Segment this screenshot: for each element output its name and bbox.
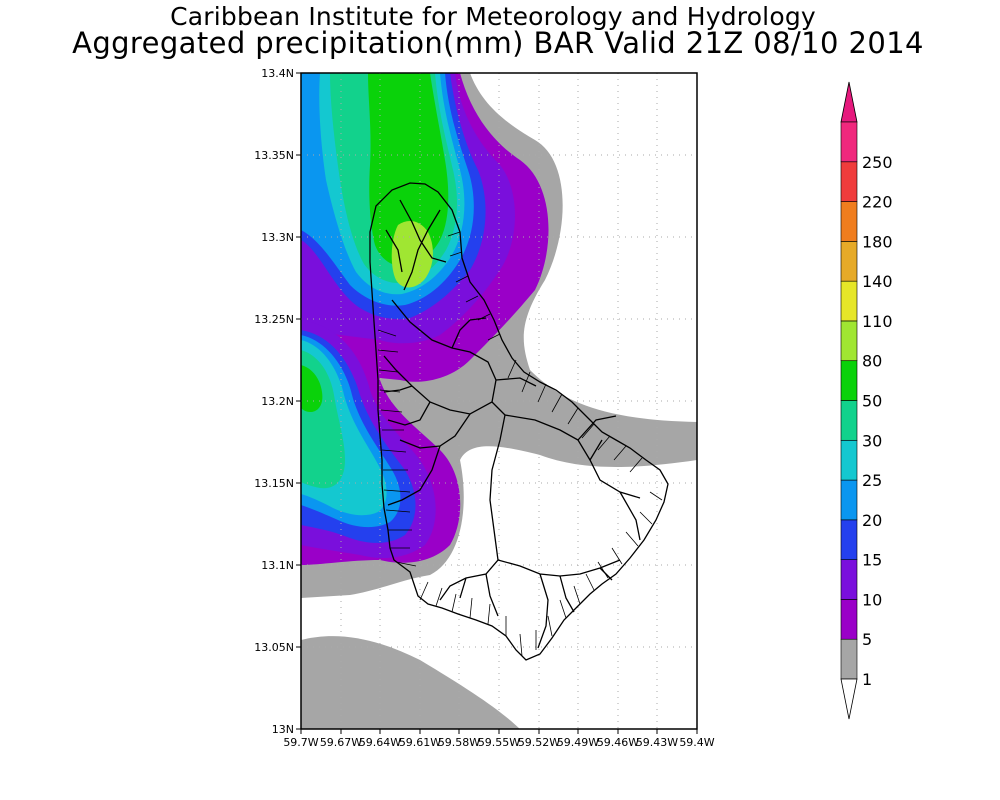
colorbar-segment bbox=[840, 121, 858, 163]
lat-labels: 13.4N 13.35N 13.3N 13.25N 13.2N 13.15N 1… bbox=[254, 67, 294, 736]
grid bbox=[301, 73, 697, 729]
lat-label: 13.35N bbox=[254, 149, 294, 162]
colorbar-segment bbox=[840, 201, 858, 242]
colorbar-segment bbox=[840, 599, 858, 640]
colorbar-label: 140 bbox=[862, 272, 893, 291]
precip-band-50 bbox=[301, 73, 449, 412]
colorbar-bottom-arrow bbox=[840, 678, 858, 720]
title-line-2: Aggregated precipitation(mm) BAR Valid 2… bbox=[72, 26, 924, 60]
lon-label: 59.67W bbox=[320, 736, 362, 749]
colorbar-label: 50 bbox=[862, 392, 882, 411]
lon-label: 59.43W bbox=[636, 736, 678, 749]
colorbar-label: 20 bbox=[862, 511, 882, 530]
lat-label: 13.15N bbox=[254, 477, 294, 490]
title-line-1: Caribbean Institute for Meteorology and … bbox=[170, 2, 816, 31]
lon-label: 59.58W bbox=[438, 736, 480, 749]
lon-label: 59.61W bbox=[399, 736, 441, 749]
lat-label: 13.25N bbox=[254, 313, 294, 326]
colorbar-label: 110 bbox=[862, 312, 893, 331]
colorbar-label: 180 bbox=[862, 232, 893, 251]
lon-label: 59.52W bbox=[518, 736, 560, 749]
coastal-drainage bbox=[377, 231, 663, 657]
colorbar-top-arrow bbox=[840, 81, 858, 123]
lon-label: 59.7W bbox=[283, 736, 318, 749]
colorbar-segment bbox=[840, 400, 858, 441]
lat-label: 13.1N bbox=[261, 559, 294, 572]
lon-label: 59.49W bbox=[557, 736, 599, 749]
colorbar-segment bbox=[840, 519, 858, 560]
colorbar-label: 15 bbox=[862, 551, 882, 570]
colorbar-label: 1 bbox=[862, 670, 872, 689]
lat-label: 13.4N bbox=[261, 67, 294, 80]
colorbar-label: 250 bbox=[862, 153, 893, 172]
lon-label: 59.64W bbox=[359, 736, 401, 749]
colorbar-segment bbox=[840, 241, 858, 282]
colorbar-segment bbox=[840, 320, 858, 362]
colorbar-segment bbox=[840, 479, 858, 521]
lat-label: 13.3N bbox=[261, 231, 294, 244]
colorbar-label: 25 bbox=[862, 471, 882, 490]
colorbar-segment bbox=[840, 638, 858, 680]
colorbar-label: 80 bbox=[862, 352, 882, 371]
lat-label: 13.2N bbox=[261, 395, 294, 408]
lon-label: 59.4W bbox=[679, 736, 714, 749]
colorbar-label: 30 bbox=[862, 431, 882, 450]
colorbar-label: 220 bbox=[862, 193, 893, 212]
island-outline bbox=[369, 182, 669, 661]
colorbar-segment bbox=[840, 360, 858, 401]
colorbar-label: 5 bbox=[862, 630, 872, 649]
tick-marks bbox=[296, 72, 698, 734]
colorbar-segment bbox=[840, 161, 858, 202]
lat-label: 13N bbox=[272, 723, 294, 736]
colorbar-segment bbox=[840, 280, 858, 322]
colorbar-segment bbox=[840, 559, 858, 600]
coastline bbox=[369, 182, 669, 661]
colorbar-segments bbox=[840, 121, 858, 680]
colorbar-label: 10 bbox=[862, 590, 882, 609]
lon-labels: 59.7W 59.67W 59.64W 59.61W 59.58W 59.55W… bbox=[283, 736, 714, 749]
lat-label: 13.05N bbox=[254, 641, 294, 654]
lon-label: 59.46W bbox=[597, 736, 639, 749]
precip-field bbox=[301, 73, 697, 729]
lon-label: 59.55W bbox=[478, 736, 520, 749]
colorbar-segment bbox=[840, 439, 858, 481]
